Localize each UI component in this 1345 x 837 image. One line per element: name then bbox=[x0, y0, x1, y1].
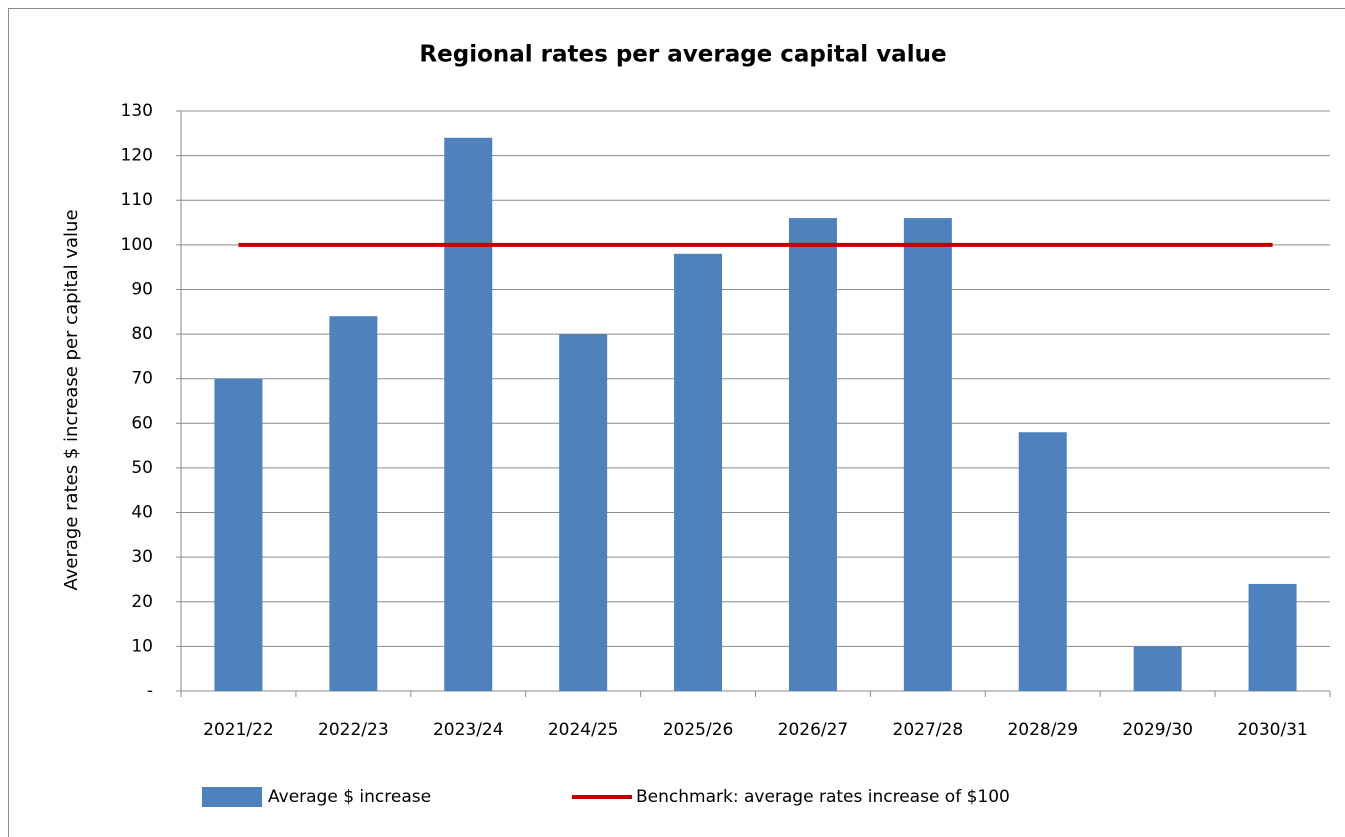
legend-swatch bbox=[202, 787, 262, 807]
x-tick-label: 2021/22 bbox=[203, 720, 274, 740]
bar bbox=[444, 137, 493, 691]
legend-label: Average $ increase bbox=[268, 787, 431, 807]
y-tick-label: - bbox=[147, 681, 153, 701]
bar bbox=[214, 378, 263, 691]
x-tick-label: 2023/24 bbox=[433, 720, 504, 740]
x-tick-label: 2025/26 bbox=[663, 720, 734, 740]
bar bbox=[329, 316, 378, 691]
y-tick-label: 120 bbox=[121, 146, 153, 166]
legend-label: Benchmark: average rates increase of $10… bbox=[636, 787, 1010, 807]
bar bbox=[788, 218, 837, 692]
x-tick-label: 2029/30 bbox=[1122, 720, 1193, 740]
y-axis-label: Average rates $ increase per capital val… bbox=[61, 209, 82, 590]
x-tick-label: 2028/29 bbox=[1007, 720, 1078, 740]
y-tick-label: 40 bbox=[131, 503, 153, 523]
x-tick-label: 2030/31 bbox=[1237, 720, 1308, 740]
bar bbox=[903, 218, 952, 692]
bar bbox=[674, 253, 723, 691]
y-tick-label: 130 bbox=[121, 101, 153, 121]
chart-title: Regional rates per average capital value bbox=[419, 42, 946, 68]
y-tick-label: 70 bbox=[131, 369, 153, 389]
y-tick-label: 50 bbox=[131, 458, 153, 478]
y-tick-label: 10 bbox=[131, 636, 153, 656]
bar bbox=[1133, 646, 1182, 691]
y-tick-label: 60 bbox=[131, 413, 153, 433]
y-tick-label: 110 bbox=[121, 190, 153, 210]
x-tick-label: 2024/25 bbox=[548, 720, 619, 740]
y-tick-label: 80 bbox=[131, 324, 153, 344]
y-tick-label: 30 bbox=[131, 547, 153, 567]
y-tick-label: 100 bbox=[121, 235, 153, 255]
bar bbox=[1018, 432, 1067, 691]
bar bbox=[559, 334, 608, 691]
bar bbox=[1248, 583, 1297, 691]
y-tick-label: 90 bbox=[131, 279, 153, 299]
x-tick-label: 2026/27 bbox=[778, 720, 849, 740]
x-tick-label: 2022/23 bbox=[318, 720, 389, 740]
x-tick-label: 2027/28 bbox=[893, 720, 964, 740]
y-tick-label: 20 bbox=[131, 592, 153, 612]
